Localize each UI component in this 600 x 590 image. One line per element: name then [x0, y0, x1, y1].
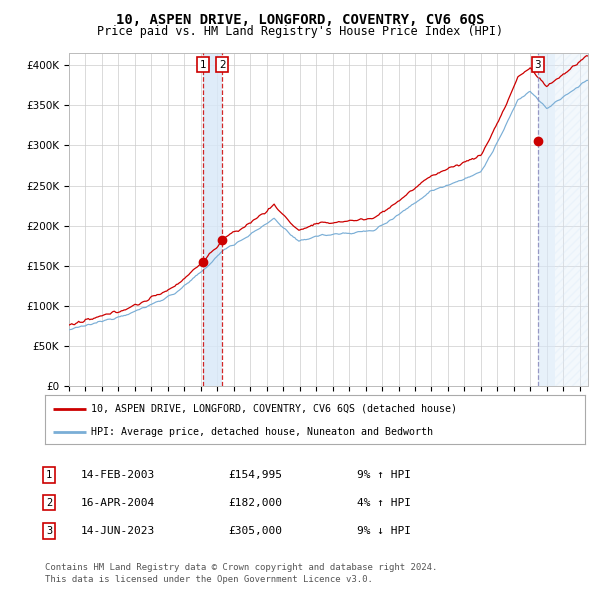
Text: HPI: Average price, detached house, Nuneaton and Bedworth: HPI: Average price, detached house, Nune…: [91, 427, 433, 437]
Text: £154,995: £154,995: [228, 470, 282, 480]
Text: 10, ASPEN DRIVE, LONGFORD, COVENTRY, CV6 6QS (detached house): 10, ASPEN DRIVE, LONGFORD, COVENTRY, CV6…: [91, 404, 457, 414]
Text: 3: 3: [535, 60, 541, 70]
Text: 2: 2: [46, 498, 52, 507]
Text: 2: 2: [219, 60, 226, 70]
Text: 14-JUN-2023: 14-JUN-2023: [81, 526, 155, 536]
Text: This data is licensed under the Open Government Licence v3.0.: This data is licensed under the Open Gov…: [45, 575, 373, 584]
Text: 4% ↑ HPI: 4% ↑ HPI: [357, 498, 411, 507]
Text: £182,000: £182,000: [228, 498, 282, 507]
Text: 9% ↓ HPI: 9% ↓ HPI: [357, 526, 411, 536]
Text: £305,000: £305,000: [228, 526, 282, 536]
Bar: [555, 53, 588, 386]
Text: 16-APR-2004: 16-APR-2004: [81, 498, 155, 507]
Text: 14-FEB-2003: 14-FEB-2003: [81, 470, 155, 480]
Bar: [538, 53, 555, 386]
Text: Contains HM Land Registry data © Crown copyright and database right 2024.: Contains HM Land Registry data © Crown c…: [45, 563, 437, 572]
Text: 1: 1: [199, 60, 206, 70]
Text: 1: 1: [46, 470, 52, 480]
Text: 9% ↑ HPI: 9% ↑ HPI: [357, 470, 411, 480]
Text: Price paid vs. HM Land Registry's House Price Index (HPI): Price paid vs. HM Land Registry's House …: [97, 25, 503, 38]
Text: 3: 3: [46, 526, 52, 536]
Text: 10, ASPEN DRIVE, LONGFORD, COVENTRY, CV6 6QS: 10, ASPEN DRIVE, LONGFORD, COVENTRY, CV6…: [116, 13, 484, 27]
Bar: [203, 53, 222, 386]
Bar: [555, 53, 588, 386]
